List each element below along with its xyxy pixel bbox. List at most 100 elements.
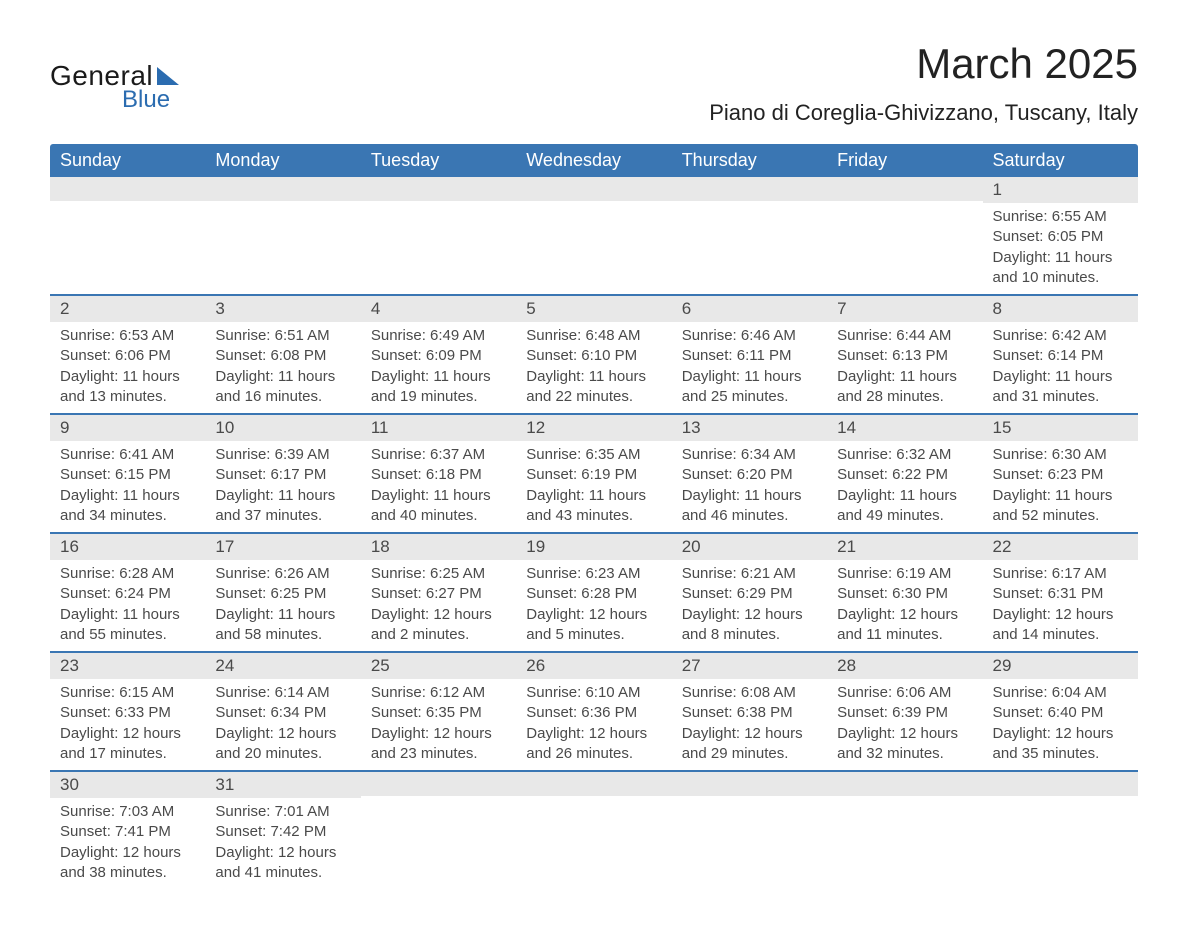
day-content xyxy=(361,201,516,281)
day-content: Sunrise: 6:44 AMSunset: 6:13 PMDaylight:… xyxy=(827,322,982,413)
day-number: 12 xyxy=(516,415,671,441)
calendar-cell xyxy=(983,771,1138,889)
calendar-cell: 25Sunrise: 6:12 AMSunset: 6:35 PMDayligh… xyxy=(361,652,516,771)
day-content: Sunrise: 6:49 AMSunset: 6:09 PMDaylight:… xyxy=(361,322,516,413)
calendar-cell: 17Sunrise: 6:26 AMSunset: 6:25 PMDayligh… xyxy=(205,533,360,652)
day-number: 21 xyxy=(827,534,982,560)
day-daylight1: Daylight: 12 hours xyxy=(837,605,972,625)
day-daylight1: Daylight: 11 hours xyxy=(526,367,661,387)
day-content: Sunrise: 6:37 AMSunset: 6:18 PMDaylight:… xyxy=(361,441,516,532)
calendar-cell: 11Sunrise: 6:37 AMSunset: 6:18 PMDayligh… xyxy=(361,414,516,533)
day-daylight1: Daylight: 11 hours xyxy=(215,605,350,625)
day-sunset: Sunset: 6:29 PM xyxy=(682,584,817,604)
calendar-cell xyxy=(827,177,982,295)
day-number: 22 xyxy=(983,534,1138,560)
day-content: Sunrise: 6:04 AMSunset: 6:40 PMDaylight:… xyxy=(983,679,1138,770)
day-sunset: Sunset: 7:42 PM xyxy=(215,822,350,842)
day-content xyxy=(827,201,982,281)
day-sunrise: Sunrise: 6:49 AM xyxy=(371,326,506,346)
calendar-cell: 10Sunrise: 6:39 AMSunset: 6:17 PMDayligh… xyxy=(205,414,360,533)
day-daylight1: Daylight: 11 hours xyxy=(837,486,972,506)
day-number: 15 xyxy=(983,415,1138,441)
day-header: Saturday xyxy=(983,144,1138,177)
day-daylight1: Daylight: 12 hours xyxy=(215,724,350,744)
day-content: Sunrise: 6:30 AMSunset: 6:23 PMDaylight:… xyxy=(983,441,1138,532)
day-sunset: Sunset: 6:15 PM xyxy=(60,465,195,485)
day-number: 5 xyxy=(516,296,671,322)
calendar-cell: 18Sunrise: 6:25 AMSunset: 6:27 PMDayligh… xyxy=(361,533,516,652)
calendar-cell: 22Sunrise: 6:17 AMSunset: 6:31 PMDayligh… xyxy=(983,533,1138,652)
day-daylight1: Daylight: 12 hours xyxy=(682,724,817,744)
calendar-cell xyxy=(827,771,982,889)
calendar-cell: 27Sunrise: 6:08 AMSunset: 6:38 PMDayligh… xyxy=(672,652,827,771)
day-daylight2: and 19 minutes. xyxy=(371,387,506,407)
day-sunrise: Sunrise: 6:37 AM xyxy=(371,445,506,465)
calendar-cell: 5Sunrise: 6:48 AMSunset: 6:10 PMDaylight… xyxy=(516,295,671,414)
day-sunset: Sunset: 6:35 PM xyxy=(371,703,506,723)
day-number: 31 xyxy=(205,772,360,798)
day-number: 23 xyxy=(50,653,205,679)
day-number xyxy=(361,177,516,201)
day-content: Sunrise: 6:42 AMSunset: 6:14 PMDaylight:… xyxy=(983,322,1138,413)
day-sunset: Sunset: 6:11 PM xyxy=(682,346,817,366)
day-daylight1: Daylight: 11 hours xyxy=(215,486,350,506)
day-number: 28 xyxy=(827,653,982,679)
day-sunset: Sunset: 6:40 PM xyxy=(993,703,1128,723)
day-daylight1: Daylight: 11 hours xyxy=(682,486,817,506)
day-number: 2 xyxy=(50,296,205,322)
day-content: Sunrise: 7:03 AMSunset: 7:41 PMDaylight:… xyxy=(50,798,205,889)
day-content: Sunrise: 6:46 AMSunset: 6:11 PMDaylight:… xyxy=(672,322,827,413)
day-content: Sunrise: 6:55 AMSunset: 6:05 PMDaylight:… xyxy=(983,203,1138,294)
calendar-cell: 7Sunrise: 6:44 AMSunset: 6:13 PMDaylight… xyxy=(827,295,982,414)
day-sunrise: Sunrise: 6:25 AM xyxy=(371,564,506,584)
day-sunset: Sunset: 6:27 PM xyxy=(371,584,506,604)
day-number: 17 xyxy=(205,534,360,560)
day-sunrise: Sunrise: 6:34 AM xyxy=(682,445,817,465)
day-sunset: Sunset: 6:39 PM xyxy=(837,703,972,723)
title-block: March 2025 Piano di Coreglia-Ghivizzano,… xyxy=(709,40,1138,126)
day-header: Friday xyxy=(827,144,982,177)
day-daylight2: and 26 minutes. xyxy=(526,744,661,764)
day-number: 20 xyxy=(672,534,827,560)
day-daylight2: and 58 minutes. xyxy=(215,625,350,645)
day-number: 14 xyxy=(827,415,982,441)
day-daylight2: and 38 minutes. xyxy=(60,863,195,883)
day-number: 29 xyxy=(983,653,1138,679)
day-number: 18 xyxy=(361,534,516,560)
day-daylight1: Daylight: 11 hours xyxy=(993,486,1128,506)
calendar-cell: 19Sunrise: 6:23 AMSunset: 6:28 PMDayligh… xyxy=(516,533,671,652)
calendar-cell: 20Sunrise: 6:21 AMSunset: 6:29 PMDayligh… xyxy=(672,533,827,652)
calendar-week-row: 9Sunrise: 6:41 AMSunset: 6:15 PMDaylight… xyxy=(50,414,1138,533)
day-sunrise: Sunrise: 6:26 AM xyxy=(215,564,350,584)
day-content: Sunrise: 6:48 AMSunset: 6:10 PMDaylight:… xyxy=(516,322,671,413)
day-sunrise: Sunrise: 6:15 AM xyxy=(60,683,195,703)
day-content: Sunrise: 6:35 AMSunset: 6:19 PMDaylight:… xyxy=(516,441,671,532)
day-daylight2: and 22 minutes. xyxy=(526,387,661,407)
day-daylight2: and 28 minutes. xyxy=(837,387,972,407)
day-content: Sunrise: 6:19 AMSunset: 6:30 PMDaylight:… xyxy=(827,560,982,651)
day-content xyxy=(50,201,205,281)
day-number xyxy=(983,772,1138,796)
day-content: Sunrise: 6:12 AMSunset: 6:35 PMDaylight:… xyxy=(361,679,516,770)
calendar-cell: 24Sunrise: 6:14 AMSunset: 6:34 PMDayligh… xyxy=(205,652,360,771)
logo-triangle-icon xyxy=(157,67,179,85)
day-sunset: Sunset: 6:28 PM xyxy=(526,584,661,604)
day-number: 7 xyxy=(827,296,982,322)
day-sunset: Sunset: 6:24 PM xyxy=(60,584,195,604)
calendar-week-row: 23Sunrise: 6:15 AMSunset: 6:33 PMDayligh… xyxy=(50,652,1138,771)
day-sunrise: Sunrise: 6:44 AM xyxy=(837,326,972,346)
day-header: Monday xyxy=(205,144,360,177)
day-number xyxy=(672,177,827,201)
day-number xyxy=(516,772,671,796)
calendar-cell: 21Sunrise: 6:19 AMSunset: 6:30 PMDayligh… xyxy=(827,533,982,652)
day-content: Sunrise: 6:17 AMSunset: 6:31 PMDaylight:… xyxy=(983,560,1138,651)
day-number xyxy=(827,177,982,201)
day-number: 13 xyxy=(672,415,827,441)
location-subtitle: Piano di Coreglia-Ghivizzano, Tuscany, I… xyxy=(709,100,1138,126)
day-daylight1: Daylight: 12 hours xyxy=(682,605,817,625)
day-number xyxy=(827,772,982,796)
calendar-body: 1Sunrise: 6:55 AMSunset: 6:05 PMDaylight… xyxy=(50,177,1138,889)
day-daylight2: and 35 minutes. xyxy=(993,744,1128,764)
day-daylight1: Daylight: 12 hours xyxy=(215,843,350,863)
day-sunrise: Sunrise: 6:28 AM xyxy=(60,564,195,584)
